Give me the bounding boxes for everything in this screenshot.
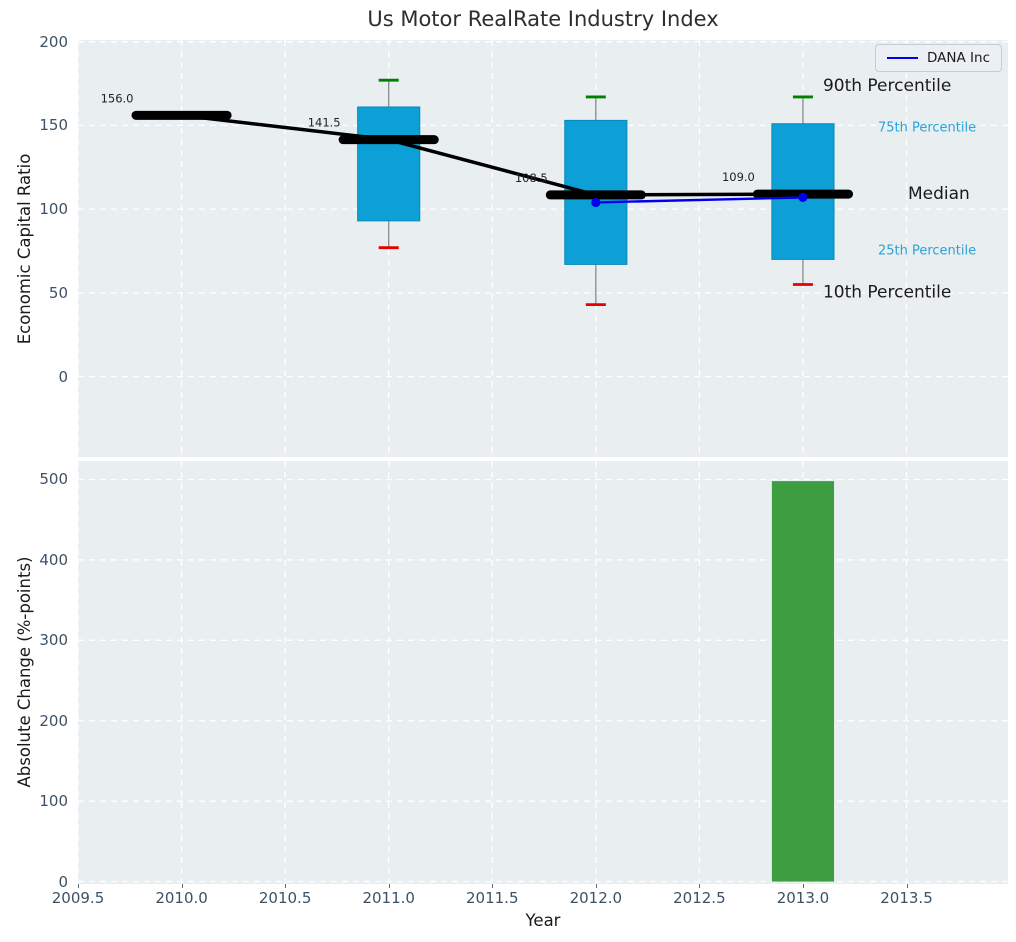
top-plot-area: 156.0 141.5 108.5 109.0 90th Percentile 75th …: [78, 40, 1008, 457]
x-tick-label: 2013.0: [776, 889, 830, 907]
x-tick-mark: [285, 884, 287, 888]
y-tick-label: 0: [58, 367, 68, 386]
y-tick-label: 500: [39, 470, 68, 489]
change-bar: [771, 481, 835, 882]
x-tick-mark: [181, 884, 183, 888]
y-tick-label: 300: [39, 631, 68, 650]
legend[interactable]: DANA Inc: [875, 44, 1002, 72]
iqr-box: [357, 106, 421, 222]
company-point: [591, 197, 601, 208]
company-point: [798, 192, 808, 203]
y-tick-label: 200: [39, 32, 68, 51]
x-tick-mark: [78, 884, 79, 888]
x-tick-mark: [699, 884, 701, 888]
percentile-annotation: 10th Percentile: [823, 283, 951, 303]
y-tick-label: 0: [58, 872, 68, 891]
x-tick-label: 2012.0: [569, 889, 623, 907]
y-tick-label: 50: [48, 283, 68, 302]
median-value-label: 141.5: [308, 116, 341, 130]
bottom-plot-area: [78, 461, 1008, 884]
median-value-label: 156.0: [101, 91, 134, 105]
x-tick-label: 2012.5: [673, 889, 726, 907]
x-tick-mark: [906, 884, 908, 888]
percentile-annotation: 75th Percentile: [878, 121, 976, 136]
percentile-annotation: Median: [908, 184, 970, 204]
y-tick-label: 400: [39, 550, 68, 569]
x-tick-label: 2010.5: [258, 889, 312, 907]
y-tick-label: 100: [39, 792, 68, 811]
top-y-axis-label: Economic Capital Ratio: [15, 153, 34, 345]
x-tick-mark: [492, 884, 494, 888]
x-tick-label: 2010.0: [155, 889, 208, 907]
plot-background: [78, 461, 1008, 884]
y-tick-label: 200: [39, 711, 68, 730]
x-tick-mark: [802, 884, 804, 888]
percentile-annotation: 25th Percentile: [878, 243, 976, 258]
legend-label: DANA Inc: [927, 50, 990, 66]
x-tick-mark: [388, 884, 390, 888]
chart-title: Us Motor RealRate Industry Index: [367, 7, 719, 31]
y-tick-label: 100: [39, 200, 68, 219]
x-tick-label: 2011.0: [362, 889, 415, 907]
x-tick-mark: [595, 884, 597, 888]
median-value-label: 108.5: [515, 171, 548, 185]
percentile-annotation: 90th Percentile: [823, 76, 951, 96]
y-tick-label: 150: [39, 116, 68, 135]
legend-line-sample: [887, 57, 919, 59]
company-line: [595, 196, 803, 204]
x-axis-label: Year: [525, 911, 561, 930]
median-trend-line: [179, 113, 805, 197]
x-tick-label: 2013.5: [880, 889, 933, 907]
x-tick-label: 2009.5: [51, 889, 105, 907]
plot-background: [78, 40, 1008, 457]
median-value-label: 109.0: [722, 170, 755, 184]
x-tick-label: 2011.5: [466, 889, 519, 907]
